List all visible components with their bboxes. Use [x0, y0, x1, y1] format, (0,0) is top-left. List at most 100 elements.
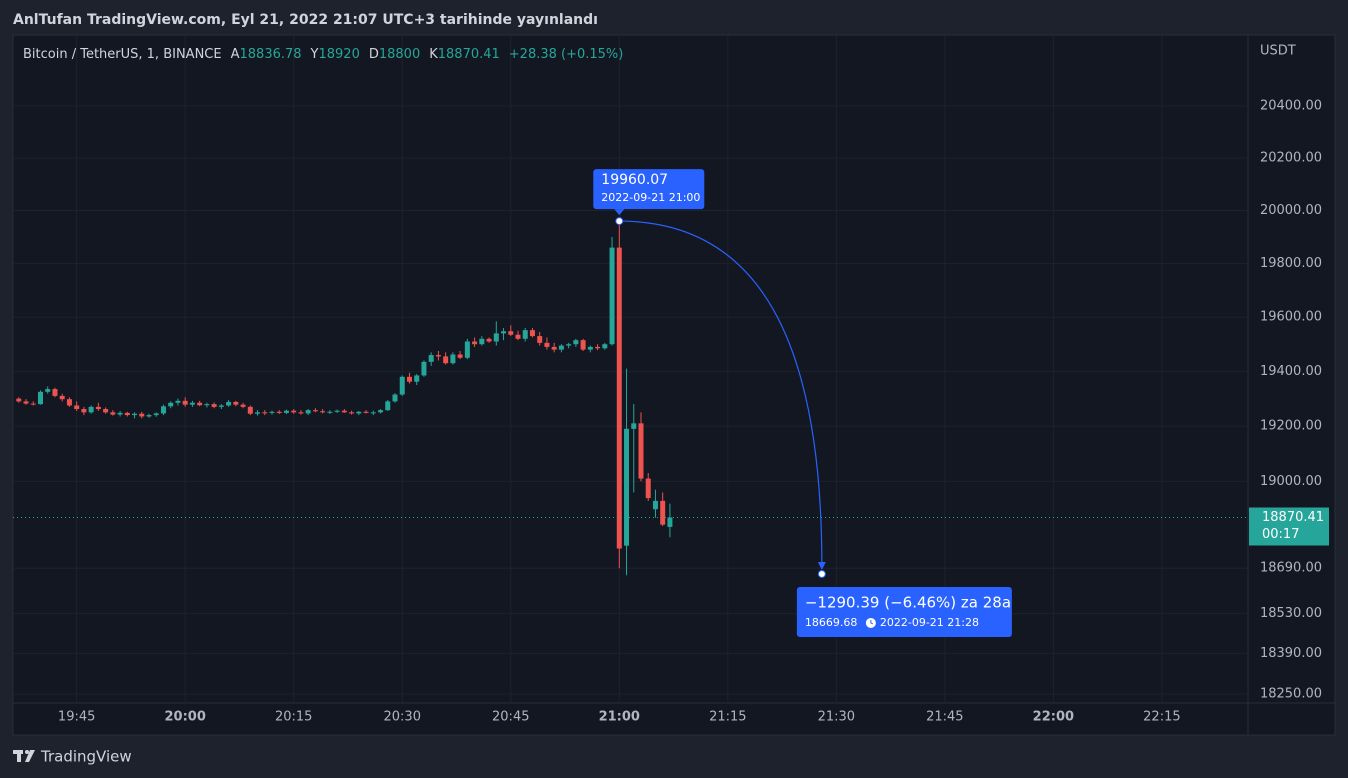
x-tick-label: 21:00	[599, 710, 640, 725]
y-tick-label: 18530.00	[1260, 606, 1322, 621]
measure-arrowhead	[817, 561, 826, 570]
measure-curve	[619, 220, 823, 566]
candle-body	[103, 409, 109, 413]
start-point	[615, 217, 624, 226]
y-tick-label: 19200.00	[1260, 419, 1322, 434]
candle-body	[312, 410, 318, 412]
y-tick-label: 19000.00	[1260, 474, 1322, 489]
legend-text: A	[231, 47, 240, 62]
candle-body	[479, 338, 485, 345]
grid	[13, 35, 1248, 703]
candle-body	[537, 336, 543, 343]
legend-text: D	[369, 47, 379, 62]
candle-body	[385, 401, 391, 411]
logo: TradingView	[13, 748, 132, 766]
start-label-box	[593, 169, 705, 210]
candle-body	[638, 423, 644, 479]
candle-body	[74, 405, 80, 410]
candle-body	[283, 410, 289, 413]
countdown-label: 00:17	[1262, 527, 1299, 542]
candle-body	[428, 355, 434, 362]
y-tick-label: 18690.00	[1260, 561, 1322, 576]
candle-body	[247, 406, 253, 414]
candle-body	[95, 406, 101, 410]
candle-body	[320, 411, 326, 413]
legend-text: Bitcoin / TetherUS, 1, BINANCE	[23, 47, 222, 62]
candle-body	[609, 247, 615, 345]
y-tick-label: 18250.00	[1260, 687, 1322, 702]
candle-body	[291, 410, 297, 413]
y-tick-label: 18390.00	[1260, 646, 1322, 661]
candle-body	[211, 404, 217, 407]
y-tick-label: 19400.00	[1260, 364, 1322, 379]
chart-panel	[12, 34, 1336, 736]
candle-body	[363, 411, 369, 413]
y-tick-label: 20200.00	[1260, 150, 1322, 165]
candle-body	[587, 346, 593, 350]
end-date-label: 2022-09-21 21:28	[880, 616, 979, 629]
candle-body	[37, 391, 43, 405]
logo-text: TradingView	[40, 748, 132, 766]
caption: AnlTufan TradingView.com, Eyl 21, 2022 2…	[13, 12, 598, 28]
candle-body	[233, 401, 239, 405]
candle-body	[182, 400, 188, 405]
start-date-label: 2022-09-21 21:00	[601, 191, 700, 204]
candle-body	[450, 354, 456, 364]
candle-body	[515, 334, 521, 339]
candle-body	[88, 406, 94, 413]
candle-body	[175, 400, 181, 403]
candle-body	[146, 415, 152, 417]
end-point	[817, 569, 826, 578]
x-tick-label: 21:15	[709, 710, 746, 725]
end-headline: −1290.39 (−6.46%) za 28a	[805, 593, 1011, 611]
candle-body	[486, 338, 492, 342]
marks	[16, 221, 673, 576]
legend-header: Bitcoin / TetherUS, 1, BINANCE A18836.78 Y…	[23, 47, 623, 62]
candle-body	[240, 404, 246, 407]
legend-text: 18800	[379, 47, 420, 62]
candle-body	[110, 412, 116, 415]
legend-text: K	[429, 47, 438, 62]
start-label-pointer	[614, 209, 625, 216]
candle-body	[160, 406, 166, 414]
candle-body	[544, 342, 550, 347]
candle-body	[197, 402, 203, 406]
candle-body	[660, 500, 666, 525]
candle-body	[493, 333, 499, 342]
candle-body	[356, 411, 362, 414]
candle-body	[529, 330, 535, 337]
x-tick-label: 22:00	[1033, 710, 1074, 725]
candle-body	[464, 341, 470, 358]
start-price-label: 19960.07	[601, 172, 668, 188]
candle-body	[30, 403, 36, 405]
end-label-box	[796, 586, 1012, 637]
candle-body	[204, 404, 210, 406]
candle-body	[392, 394, 398, 402]
candle-body	[276, 411, 282, 413]
candle-body	[472, 341, 478, 345]
y-tick-label: 20000.00	[1260, 203, 1322, 218]
x-tick-label: 22:15	[1143, 710, 1180, 725]
candle-body	[435, 355, 441, 357]
candle-body	[602, 344, 608, 349]
candle-body	[406, 376, 412, 382]
candle-body	[414, 375, 420, 382]
legend-text: 18870.41	[438, 47, 500, 62]
candle-body	[370, 412, 376, 414]
candle-body	[595, 346, 601, 349]
candle-body	[645, 478, 651, 499]
x-tick-label: 20:30	[384, 710, 421, 725]
candle-body	[349, 412, 355, 414]
candle-body	[580, 340, 586, 350]
y-tick-label: 19800.00	[1260, 256, 1322, 271]
legend-text: 18836.78	[240, 47, 302, 62]
last-price-label: 18870.41	[1262, 510, 1324, 525]
candle-body	[305, 410, 311, 414]
x-tick-label: 20:15	[275, 710, 312, 725]
candle-body	[616, 247, 622, 549]
candle-body	[262, 412, 268, 414]
candle-body	[421, 361, 427, 376]
candle-body	[652, 500, 658, 510]
candle-body	[66, 399, 72, 406]
